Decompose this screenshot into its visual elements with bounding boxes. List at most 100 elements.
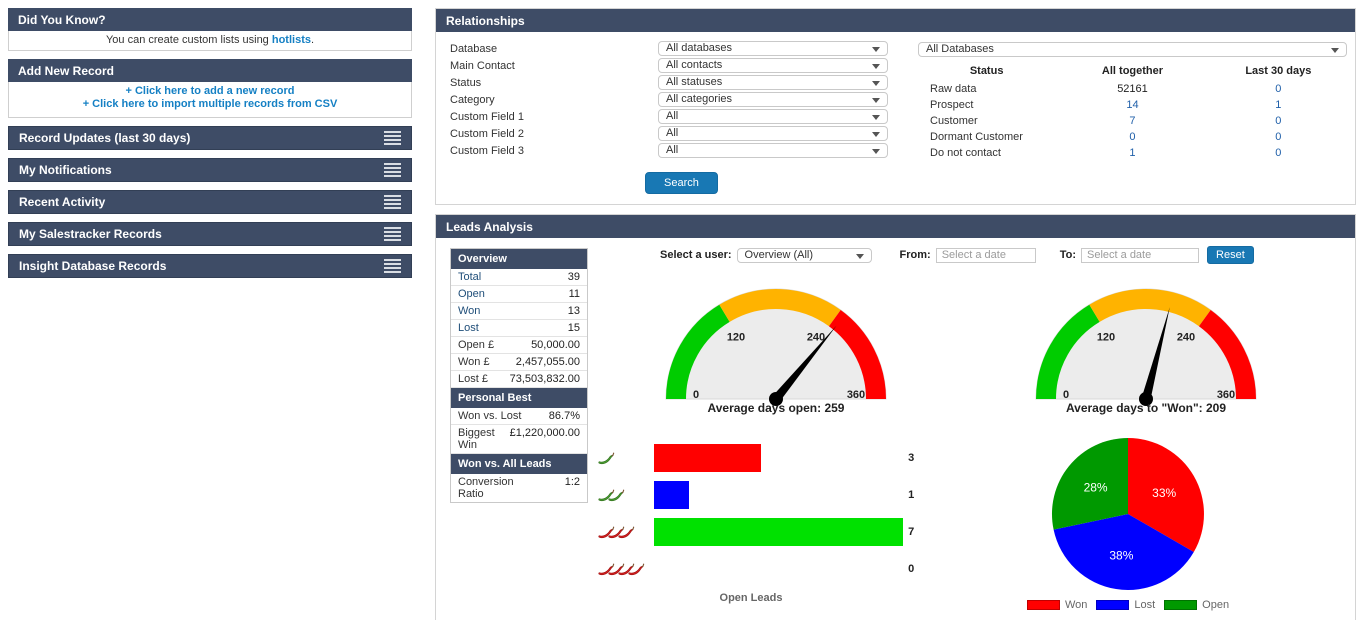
all-together-cell[interactable]: 14 [1126,99,1139,111]
gauge-zone [828,310,886,400]
summary-value: 1:2 [564,476,580,488]
pie-chart: 33% 38% 28% [1033,436,1223,595]
menu-icon[interactable] [384,131,401,145]
gauge-tick-label: 120 [727,332,745,344]
filter-select-custom-field-1[interactable]: All [658,109,888,124]
add-new-record-header: Add New Record [8,59,412,82]
bar-category-icons [598,525,654,540]
user-select[interactable]: Overview (All) [736,247,872,263]
summary-label[interactable]: Open [458,288,485,300]
gauge-needle [1141,307,1170,401]
bar-row: 0 [598,555,928,583]
filter-row-main-contact: Main Contact All contacts [450,58,902,73]
filter-select-database[interactable]: All databases [658,41,888,56]
last-30-days-cell[interactable]: 0 [1275,115,1282,127]
filter-select-category[interactable]: All categories [658,92,888,107]
relationships-filters: Database All databases Main Contact All con… [450,41,902,194]
database-summary-select[interactable]: All Databases [918,42,1347,57]
table-row: Raw data 52161 0 [918,81,1347,97]
menu-icon[interactable] [384,227,401,241]
last-30-days-cell[interactable]: 0 [1275,131,1282,143]
legend-swatch [1164,600,1198,610]
hotlists-link[interactable]: hotlists [271,34,311,46]
filter-select-custom-field-3[interactable]: All [658,143,888,158]
gauge-tick-label: 360 [847,389,865,401]
menu-icon[interactable] [384,163,401,177]
gauge-tick-label: 0 [693,389,699,401]
summary-label[interactable]: Won [458,305,481,317]
status-cell: Dormant Customer [930,131,1023,143]
sidebar-panel-header[interactable]: My Notifications [8,158,412,182]
sidebar-panel-header[interactable]: My Salestracker Records [8,222,412,246]
sidebar-panel-header[interactable]: Record Updates (last 30 days) [8,126,412,150]
filter-row-category: Category All categories [450,92,902,107]
summary-row-lost: Lost 15 [451,320,587,337]
sidebar-panel-header[interactable]: Recent Activity [8,190,412,214]
summary-label[interactable]: Lost [458,322,479,334]
gauge-tick-label: 240 [807,332,825,344]
pie-slice-won[interactable] [1128,438,1204,552]
search-button[interactable]: Search [645,172,718,194]
gauge-svg: 0 120 240 360 [1035,288,1257,406]
gauge-days-won-caption: Average days to "Won": 209 [1065,401,1227,415]
chili-icon [608,563,625,575]
sidebar-panel-my-notifications: My Notifications [8,158,412,182]
sidebar-panel-header[interactable]: Insight Database Records [8,254,412,278]
chili-icon [608,526,625,538]
bar-category-icons [598,451,654,466]
summary-row-open: Open 11 [451,286,587,303]
menu-icon[interactable] [384,195,401,209]
filter-label: Database [450,42,498,55]
summary-value: 39 [567,271,580,283]
table-row: Customer 7 0 [918,113,1347,129]
reset-button[interactable]: Reset [1207,246,1254,264]
summary-value: 13 [567,305,580,317]
filter-row-database: Database All databases [450,41,902,56]
chili-icon [598,489,615,501]
gauge-days-open: 0 120 240 360 Average days open: 259 [656,283,896,415]
status-cell: Customer [930,115,978,127]
did-you-know-text-after: . [310,34,315,46]
panel-title: Did You Know? [18,12,106,27]
summary-row-won-vs-lost: Won vs. Lost 86.7% [451,408,587,425]
gauge-days-open-caption: Average days open: 259 [707,401,845,415]
panel-title: Record Updates (last 30 days) [19,131,191,145]
summary-value: 2,457,055.00 [515,356,580,368]
summary-row-lost: Lost £ 73,503,832.00 [451,371,587,388]
pie-slice-lost[interactable] [1053,514,1194,591]
from-date-input[interactable] [935,247,1036,263]
pie-slice-open[interactable] [1051,438,1128,530]
all-together-cell[interactable]: 7 [1129,115,1136,127]
bar-row: 3 [598,444,928,472]
filter-select-main-contact[interactable]: All contacts [658,58,888,73]
all-together-cell[interactable]: 0 [1129,131,1136,143]
summary-label[interactable]: Total [458,271,482,283]
add-record-link[interactable]: + Click here to add a new record [125,85,295,97]
table-row: Prospect 14 1 [918,97,1347,113]
sidebar-collapsed-panels: Record Updates (last 30 days) My Notifica… [8,126,412,278]
column-header-all-together: All together [1101,65,1164,77]
chili-icon [598,526,615,538]
open-leads-bar-chart: 3 1 7 0 Open Leads [598,444,928,604]
bar-value-label: 1 [908,489,915,501]
all-together-cell[interactable]: 1 [1129,147,1136,159]
last-30-days-cell[interactable]: 1 [1275,99,1282,111]
last-30-days-cell[interactable]: 0 [1275,83,1282,95]
bar-track [653,518,904,546]
filter-select-custom-field-2[interactable]: All [658,126,888,141]
summary-label: Won vs. Lost [458,410,522,422]
menu-icon[interactable] [384,259,401,273]
last-30-days-cell[interactable]: 0 [1275,147,1282,159]
gauge-svg: 0 120 240 360 [665,288,887,406]
did-you-know-panel: Did You Know? You can create custom list… [8,8,412,51]
relationships-summary: All Databases Status All together Last 3… [902,41,1347,194]
status-cell: Do not contact [930,147,1001,159]
filter-select-status[interactable]: All statuses [658,75,888,90]
pie-svg: 33% 38% 28% [1051,438,1204,591]
select-user-label: Select a user: [660,249,732,261]
summary-row-won: Won 13 [451,303,587,320]
status-cell: Prospect [930,99,974,111]
to-date-input[interactable] [1081,247,1200,263]
import-csv-link[interactable]: + Click here to import multiple records … [82,98,338,110]
summary-value: 50,000.00 [531,339,580,351]
